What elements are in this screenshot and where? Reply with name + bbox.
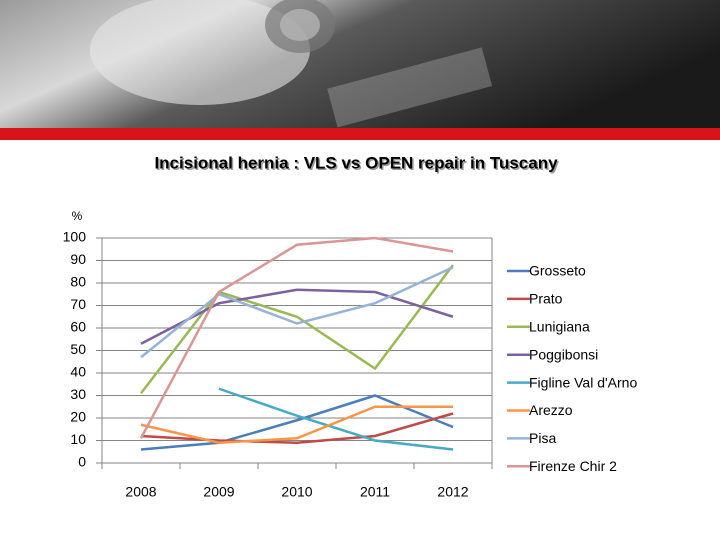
x-tick-label: 2012 — [437, 484, 468, 500]
y-tick-label: 30 — [70, 386, 86, 402]
x-tick-label: 2011 — [360, 484, 390, 500]
y-tick-label: 60 — [70, 319, 86, 335]
series-line — [140, 266, 454, 359]
series-line — [140, 412, 454, 445]
y-tick-label: 40 — [70, 364, 86, 380]
legend-label: Lunigiana — [529, 319, 590, 335]
legend-label: Arezzo — [529, 402, 573, 418]
legend-label: Poggibonsi — [529, 346, 598, 362]
y-tick-label: 90 — [70, 251, 86, 267]
series-line — [140, 264, 454, 395]
banner — [0, 0, 720, 140]
y-axis-label: % — [72, 209, 83, 223]
legend-label: Grosseto — [529, 263, 586, 279]
y-tick-label: 10 — [70, 431, 86, 447]
y-tick-label: 20 — [70, 409, 86, 425]
x-tick-label: 2008 — [125, 484, 156, 500]
y-tick-label: 0 — [78, 454, 86, 470]
y-tick-label: 50 — [70, 341, 86, 357]
series-line — [140, 405, 453, 445]
y-tick-label: 100 — [63, 229, 87, 245]
y-tick-label: 80 — [70, 274, 86, 290]
legend-label: Figline Val d'Arno — [529, 374, 637, 390]
series-line — [140, 394, 454, 451]
y-tick-label: 70 — [70, 296, 86, 312]
series-line — [139, 236, 454, 439]
series-line — [218, 387, 454, 451]
legend-label: Prato — [529, 291, 563, 307]
legend-label: Pisa — [529, 430, 556, 446]
legend-label: Firenze Chir 2 — [529, 458, 617, 474]
x-tick-label: 2009 — [203, 484, 234, 500]
chart-title: Incisional hernia : VLS vs OPEN repair i… — [154, 153, 558, 172]
chart-title-shadow: Incisional hernia : VLS vs OPEN repair i… — [156, 155, 560, 174]
x-tick-label: 2010 — [281, 484, 312, 500]
